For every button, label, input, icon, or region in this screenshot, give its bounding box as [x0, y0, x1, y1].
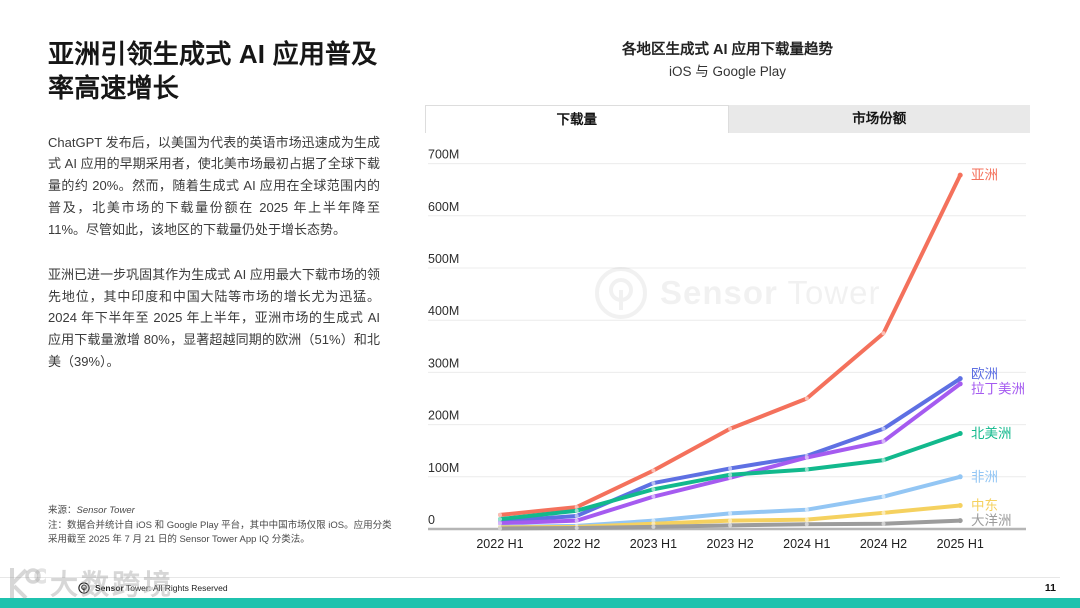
x-axis-tick-label: 2025 H1: [937, 537, 984, 551]
tab-downloads[interactable]: 下载量: [425, 105, 729, 133]
series-end-point: [957, 376, 963, 382]
data-point: [728, 472, 733, 477]
page-watermark-logo-icon: [10, 568, 46, 600]
page-number: 11: [1044, 582, 1056, 594]
series-label-亚洲: 亚洲: [971, 168, 998, 183]
sensor-tower-footer-icon: [78, 582, 90, 594]
data-point: [574, 518, 579, 523]
x-axis-tick-label: 2024 H2: [860, 537, 907, 551]
series-end-point: [957, 474, 963, 480]
y-axis-tick-label: 300M: [428, 356, 459, 370]
data-point: [881, 521, 886, 526]
data-point: [881, 458, 886, 463]
downloads-line-chart: 0 100M 200M 300M 400M 500M 600M 700M 2022 H1 2022…: [428, 148, 1026, 551]
series-label-欧洲: 欧洲: [971, 366, 998, 381]
data-point: [574, 525, 579, 530]
x-axis-tick-label: 2023 H2: [706, 537, 753, 551]
data-point: [804, 507, 809, 512]
series-line-拉丁美洲: [498, 381, 963, 526]
copyright-text: Tower: All Rights Reserved: [123, 583, 228, 593]
y-axis-tick-label: 100M: [428, 461, 459, 475]
data-point: [728, 511, 733, 516]
copyright-brand: Sensor: [95, 583, 124, 593]
y-axis-tick-label: 700M: [428, 148, 459, 162]
data-point: [728, 426, 733, 431]
y-axis-tick-label: 200M: [428, 409, 459, 423]
data-point: [728, 523, 733, 528]
chart-subtitle: iOS 与 Google Play: [668, 64, 787, 79]
data-point: [498, 526, 502, 531]
summary-paragraph-1: ChatGPT 发布后，以美国为代表的英语市场迅速成为生成式 AI 应用的早期采…: [48, 134, 380, 237]
data-point: [728, 466, 733, 471]
data-point: [728, 518, 733, 523]
data-point: [498, 517, 502, 522]
x-axis-tick-label: 2022 H2: [553, 537, 600, 551]
source-note: 来源：Sensor Tower: [48, 504, 393, 519]
series-end-point: [957, 172, 963, 178]
data-point: [881, 494, 886, 499]
series-label-北美洲: 北美洲: [971, 426, 1012, 441]
y-axis-tick-label: 0: [428, 513, 435, 527]
data-point: [651, 521, 656, 526]
data-point: [651, 494, 656, 499]
data-point: [804, 396, 809, 401]
data-point: [651, 468, 656, 473]
chart-tab-bar: 下载量 市场份额: [425, 105, 1030, 133]
x-axis-tick-label: 2022 H1: [476, 537, 523, 551]
data-point: [804, 522, 809, 527]
data-point: [651, 481, 656, 486]
data-point: [498, 512, 502, 517]
chart-title: 各地区生成式 AI 应用下载量趋势: [621, 42, 834, 58]
source-label: 来源：: [48, 505, 77, 516]
series-label-非洲: 非洲: [971, 469, 998, 484]
data-point: [574, 508, 579, 513]
summary-paragraph-2: 亚洲已进一步巩固其作为生成式 AI 应用最大下载市场的领先地位，其中印度和中国大…: [48, 266, 380, 370]
footnote: 来源：Sensor Tower 注：数据合并统计自 iOS 和 Google P…: [48, 504, 393, 548]
bottom-accent-bar: [0, 598, 1080, 608]
series-end-point: [957, 503, 963, 509]
page-title: 亚洲引领生成式 AI 应用普及率高速增长: [48, 39, 378, 103]
data-point: [881, 510, 886, 515]
x-axis-tick-label: 2023 H1: [630, 537, 677, 551]
data-point: [651, 524, 656, 529]
series-end-point: [957, 518, 963, 524]
data-point: [804, 467, 809, 472]
data-point: [804, 517, 809, 522]
x-axis-tick-label: 2024 H1: [783, 537, 830, 551]
data-point: [651, 518, 656, 523]
data-point: [881, 439, 886, 444]
series-label-中东: 中东: [971, 498, 998, 513]
y-axis-tick-label: 400M: [428, 304, 459, 318]
data-point: [651, 487, 656, 492]
source-value: Sensor Tower: [76, 505, 135, 516]
series-line-亚洲: [498, 173, 963, 517]
data-point: [804, 455, 809, 460]
tab-market-share[interactable]: 市场份额: [852, 111, 907, 126]
series-label-拉丁美洲: 拉丁美洲: [971, 381, 1025, 396]
data-point: [498, 521, 502, 526]
series-end-point: [957, 430, 963, 436]
footer-divider: [0, 577, 1060, 578]
data-point: [881, 426, 886, 431]
summary-panel: 亚洲引领生成式 AI 应用普及率高速增长 ChatGPT 发布后，以美国为代表的…: [48, 38, 380, 396]
data-point: [881, 331, 886, 336]
methodology-note: 注：数据合并统计自 iOS 和 Google Play 平台，其中中国市场仅限 …: [48, 519, 392, 546]
series-end-point: [957, 381, 963, 387]
y-axis-tick-label: 500M: [428, 252, 459, 266]
data-point: [574, 505, 579, 510]
footer-copyright: Sensor Tower: All Rights Reserved: [78, 582, 228, 594]
series-line-欧洲: [498, 376, 963, 524]
series-label-大洋洲: 大洋洲: [971, 513, 1012, 528]
y-axis-tick-label: 600M: [428, 200, 459, 214]
data-point: [574, 513, 579, 518]
